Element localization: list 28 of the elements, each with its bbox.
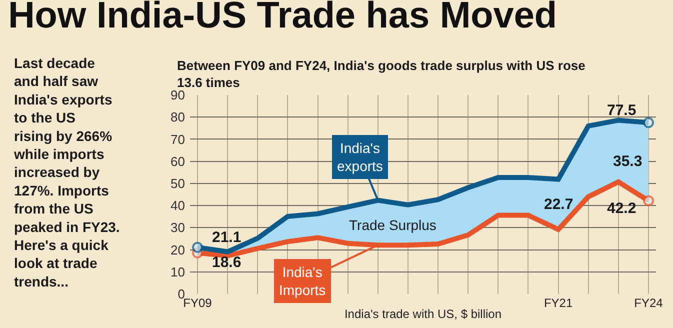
- x-tick-label: FY21: [544, 296, 573, 310]
- y-tick-label: 80: [170, 110, 185, 125]
- annotation: 22.7: [544, 196, 574, 213]
- x-tick-label: FY09: [183, 296, 212, 310]
- y-tick-label: 30: [170, 220, 185, 236]
- y-tick-label: 70: [170, 132, 185, 147]
- y-tick-label: 10: [170, 264, 185, 280]
- point: [192, 242, 204, 253]
- point: [642, 117, 654, 128]
- y-tick-label: 0: [178, 286, 185, 302]
- annotation: 21.1: [212, 229, 242, 246]
- annotation: Trade Surplus: [349, 217, 436, 233]
- y-tick-label: 50: [170, 176, 185, 191]
- x-tick-label: FY24: [634, 296, 664, 310]
- y-tick-label: 40: [170, 198, 185, 214]
- annotation: 77.5: [607, 102, 636, 119]
- chart-title: How India-US Trade has Moved: [8, 0, 558, 36]
- annotation: 18.6: [212, 254, 242, 271]
- y-tick-label: 60: [170, 154, 185, 169]
- x-axis-title: India's trade with US, $ billion: [344, 306, 502, 321]
- series-label: India's Imports: [279, 264, 326, 298]
- chart-subtitle: Between FY09 and FY24, India's goods trade surplus with US rose 13.6 times: [177, 58, 586, 90]
- text: Last decade and half saw India's exports to the US rising by 266% while imports increased by 127%. Imports from the US peaked in FY23. Here's a quick look at trade trends...: [14, 55, 120, 290]
- y-tick-label: 90: [170, 88, 185, 103]
- point: [642, 195, 654, 206]
- y-tick-label: 20: [170, 242, 185, 258]
- series-label: India's exports: [337, 140, 383, 174]
- annotation: 35.3: [613, 153, 642, 170]
